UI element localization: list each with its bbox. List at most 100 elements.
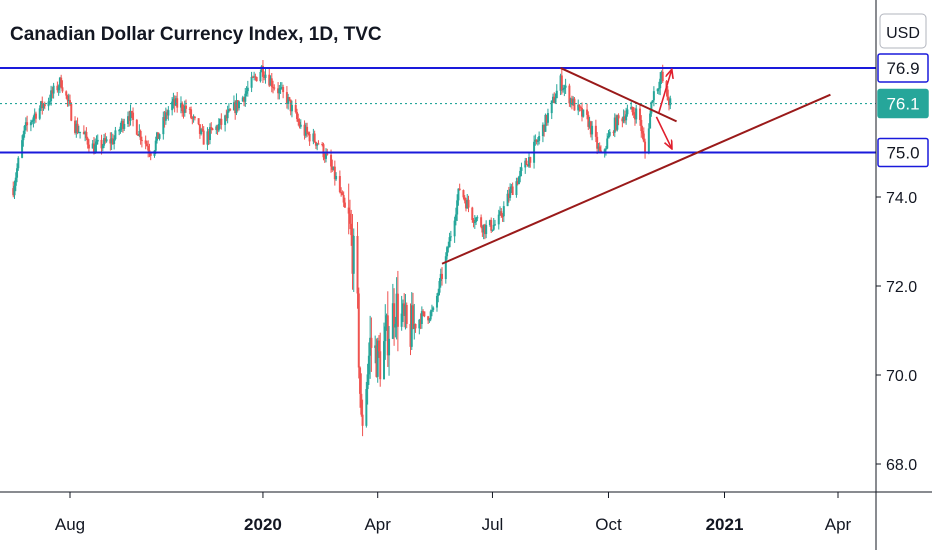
candle-body: [75, 123, 78, 133]
candle-body: [588, 121, 591, 127]
candle-body: [163, 117, 166, 121]
candle-body: [607, 135, 610, 139]
candle-body: [144, 140, 147, 144]
candle-body: [227, 109, 230, 112]
candle-body: [314, 141, 317, 146]
candle-body: [232, 102, 235, 111]
candle-body: [666, 89, 669, 101]
candle-body: [330, 154, 333, 167]
candle-body: [226, 111, 229, 119]
candle-body: [365, 389, 368, 426]
candle-body: [388, 338, 391, 356]
candle-body: [191, 117, 194, 119]
candle-body: [437, 292, 440, 297]
candle-body: [290, 105, 293, 112]
candle-body: [32, 117, 35, 121]
candle-body: [446, 247, 449, 257]
candle-body: [347, 207, 350, 214]
candle-body: [596, 136, 599, 149]
candle-body: [139, 130, 142, 140]
candle-body: [76, 123, 79, 133]
candle-body: [586, 109, 589, 115]
candle-body: [174, 98, 177, 106]
candle-body: [50, 90, 53, 102]
candle-body: [466, 199, 469, 209]
candle-body: [545, 114, 548, 123]
candle-body: [245, 91, 248, 94]
candle-body: [56, 85, 59, 91]
candle-body: [340, 192, 343, 194]
candle-body: [359, 367, 362, 394]
candle-body: [61, 87, 64, 92]
candle-body: [216, 126, 219, 131]
candle-body: [210, 127, 213, 129]
candle-body: [428, 319, 431, 321]
candle-body: [501, 215, 504, 217]
candle-body: [157, 132, 160, 139]
candle-body: [138, 130, 141, 136]
candle-body: [176, 98, 179, 108]
candle-body: [379, 351, 382, 380]
x-tick-label: 2021: [706, 515, 744, 534]
x-tick-label: Oct: [595, 515, 622, 534]
candle-body: [483, 224, 486, 235]
candle-body: [66, 95, 69, 101]
candle-body: [553, 96, 556, 103]
candle-body: [472, 219, 475, 223]
candle-body: [525, 160, 528, 165]
candle-body: [659, 78, 662, 89]
candle-body: [511, 186, 514, 196]
candle-body: [444, 256, 447, 280]
candle-body: [348, 213, 351, 224]
candle-body: [652, 91, 655, 101]
candle-body: [404, 304, 407, 316]
candle-body: [453, 220, 456, 237]
candle-body: [429, 311, 432, 320]
candle-body: [427, 316, 430, 321]
candle-body: [338, 176, 341, 193]
candle-body: [101, 145, 104, 149]
descending-trendline: [560, 67, 677, 123]
candle-body: [95, 141, 98, 145]
candle-body: [449, 236, 452, 238]
candle-body: [597, 146, 600, 149]
candle-body: [206, 131, 209, 145]
candle-body: [295, 112, 298, 119]
candle-body: [33, 113, 36, 118]
candle-body: [343, 202, 346, 208]
candle-body: [374, 345, 377, 348]
candle-body: [154, 140, 157, 151]
candle-body: [333, 166, 336, 180]
candle-body: [341, 192, 344, 196]
candle-body: [622, 116, 625, 122]
candle-body: [29, 122, 32, 126]
candle-body: [306, 126, 309, 133]
last-price-price-label: 76.1: [886, 95, 919, 114]
candle-body: [207, 131, 210, 140]
candle-body: [304, 126, 307, 136]
candle-body: [224, 115, 227, 125]
candle-body: [303, 124, 306, 136]
candle-body: [149, 153, 152, 156]
candle-body: [476, 217, 479, 219]
candle-body: [420, 311, 423, 324]
candle-body: [546, 113, 549, 123]
candle-body: [377, 340, 380, 352]
candle-body: [473, 221, 476, 223]
y-tick-label: 72.0: [886, 279, 917, 296]
candle-body: [524, 160, 527, 168]
candle-body: [110, 138, 113, 144]
candle-body: [394, 323, 397, 328]
candle-body: [543, 124, 546, 132]
candle-body: [167, 110, 170, 116]
candle-body: [506, 193, 509, 207]
candle-body: [198, 124, 201, 134]
candle-body: [219, 118, 222, 124]
candle-body: [277, 88, 280, 94]
candle-body: [77, 132, 80, 134]
candle-body: [578, 104, 581, 108]
candle-body: [644, 141, 647, 152]
candle-body: [582, 109, 585, 117]
